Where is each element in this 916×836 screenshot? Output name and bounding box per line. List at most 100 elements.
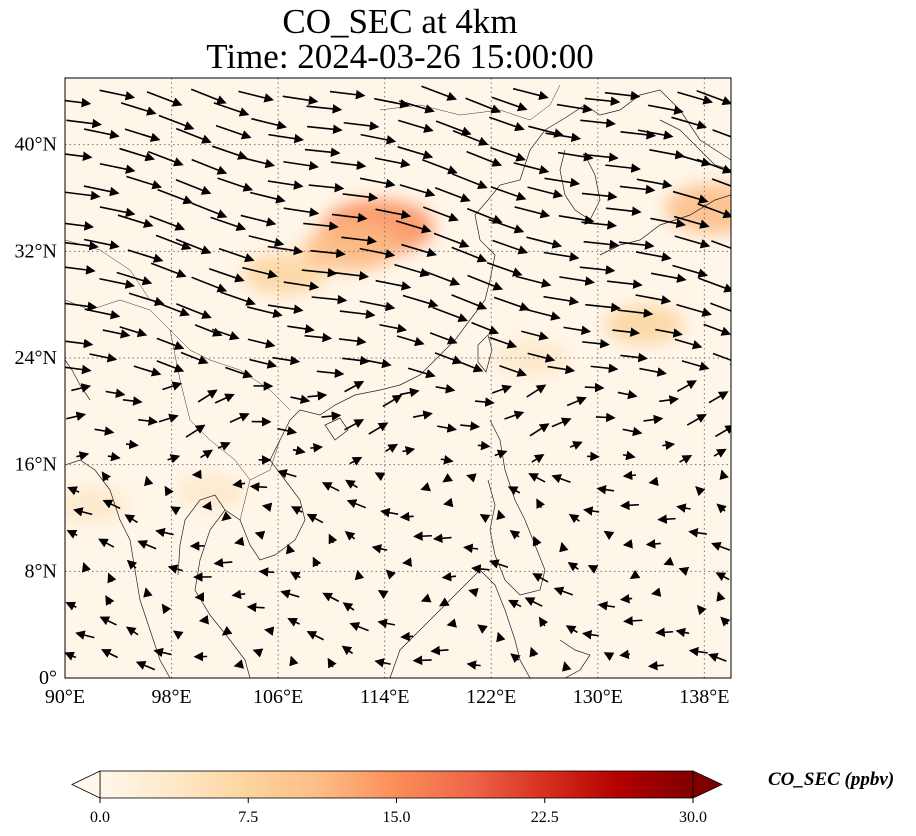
wind-vector [65,265,96,275]
wind-vector [435,384,456,394]
wind-vector [581,191,618,201]
wind-vector [442,473,453,483]
wind-vector [696,158,731,174]
lat-tick-label: 40°N [15,134,57,156]
wind-vector [681,360,710,371]
wind-vector [329,89,366,100]
wind-vector [304,147,341,158]
wind-vector [194,324,223,337]
colorbar-extend-min [71,770,101,799]
wind-vector [543,295,580,306]
wind-vector [716,591,726,602]
wind-vector [176,303,212,319]
wind-vector [563,325,592,336]
wind-vector [246,306,283,319]
wind-vector [328,533,338,545]
wind-vector [639,367,667,377]
wind-vector [619,184,656,195]
wind-vector [647,660,664,671]
wind-vector [377,589,389,600]
wind-vector [268,133,305,144]
wind-vector [711,541,731,551]
colorbar-tick-label: 30.0 [679,809,707,826]
wind-vector [345,479,358,489]
wind-vector [119,326,148,338]
lon-tick-label: 90°E [45,686,85,708]
wind-vector [307,391,328,401]
wind-vector [672,190,709,204]
wind-vector [622,470,637,481]
wind-vector [283,207,320,217]
wind-vector [551,474,571,484]
wind-vector [618,240,655,250]
lat-tick-label: 8°N [25,560,57,582]
wind-vector [65,97,92,108]
wind-vector [65,190,101,201]
wind-vector [191,202,228,219]
wind-vector [603,652,615,662]
wind-vector [67,486,80,496]
wind-vector [597,601,615,611]
wind-vector [65,151,93,162]
wind-vector [713,448,727,458]
wind-vector [128,292,165,306]
wind-vector [581,629,599,640]
wind-vector [708,653,727,662]
wind-vector [342,355,370,366]
wind-vector [321,482,340,492]
wind-vector [648,476,659,487]
wind-vector [489,336,518,349]
wind-vector [720,616,731,627]
wind-vector [622,450,636,461]
wind-vector [697,203,731,219]
wind-vector [162,381,183,391]
wind-vector [605,163,641,173]
wind-vector [359,177,396,189]
wind-vector [434,186,471,203]
wind-vector [559,276,595,286]
wind-vector [568,513,580,524]
wind-vector [158,114,195,131]
wind-vector [490,186,527,201]
wind-vector [349,622,369,632]
wind-vector [629,569,641,580]
wind-vector [494,449,508,459]
lon-tick-label: 130°E [573,686,623,708]
wind-vector [674,338,703,350]
wind-vector [551,417,572,428]
wind-vector [441,571,457,582]
wind-vector [308,182,345,193]
wind-vector [101,649,118,659]
wind-vector [659,395,680,405]
co-plume [242,253,327,295]
wind-vector [399,100,435,114]
coastline-myanmar [65,459,171,678]
wind-vector [157,188,194,205]
wind-vector [477,440,491,451]
co-plume [665,183,731,234]
colorbar-body [99,770,694,799]
wind-vector [234,536,245,547]
wind-vector [432,306,469,323]
wind-vector [524,597,543,607]
wind-vector [604,90,641,101]
wind-vector [127,249,164,263]
wind-vector [557,151,594,162]
wind-vector [433,232,470,248]
wind-vector [420,593,432,603]
wind-vector [122,396,143,406]
co-plume-layer [65,183,731,523]
wind-vector [443,497,454,508]
wind-vector [663,556,675,566]
wind-vector [66,411,87,421]
wind-vector [671,116,707,130]
wind-vector [617,389,638,400]
wind-vector [119,147,156,162]
wind-vector [380,507,399,518]
wind-vector [545,132,582,143]
wind-vector [620,130,657,140]
lat-tick-label: 32°N [15,240,57,262]
wind-vector [211,328,240,341]
wind-vector [221,626,233,636]
